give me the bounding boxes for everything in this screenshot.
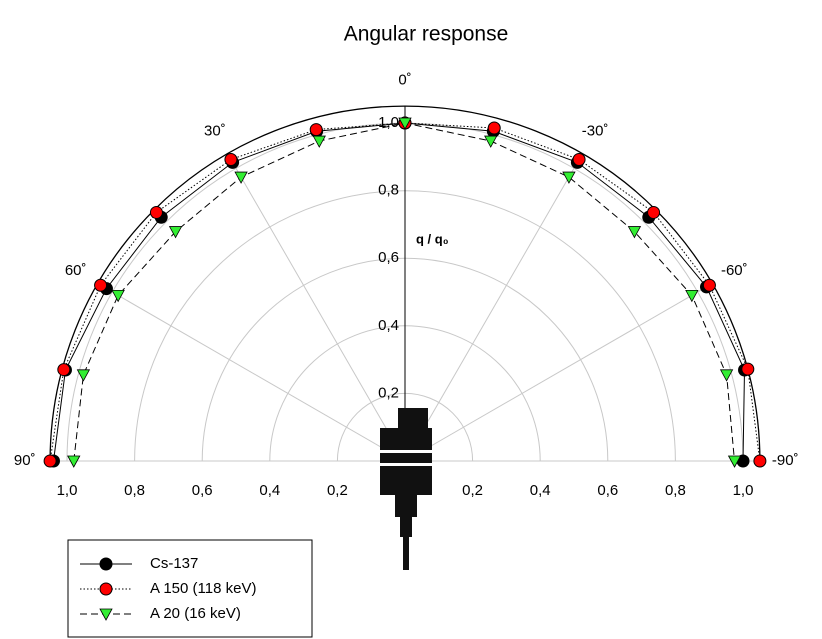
marker bbox=[313, 136, 325, 147]
angle-tick-label: 30˚ bbox=[204, 123, 226, 140]
radial-tick-label: 0,6 bbox=[378, 249, 399, 266]
legend-label: A 20 (16 keV) bbox=[150, 605, 241, 622]
marker bbox=[225, 154, 237, 166]
x-tick-label-left: 0,2 bbox=[327, 482, 348, 499]
legend-marker bbox=[100, 558, 112, 570]
marker bbox=[235, 172, 247, 183]
chart: Angular response 90˚ 60˚ 30˚ 0˚ -30˚ -60˚ -90˚… bbox=[0, 0, 822, 639]
radial-grid-line bbox=[98, 284, 405, 461]
radial-tick-label: 0,2 bbox=[378, 384, 399, 401]
marker bbox=[742, 363, 754, 375]
angle-tick-label: 90˚ bbox=[14, 452, 36, 469]
marker bbox=[648, 206, 660, 218]
legend-marker bbox=[100, 583, 112, 595]
legend-label: A 150 (118 keV) bbox=[150, 580, 256, 597]
radial-grid-line bbox=[405, 284, 712, 461]
x-tick-label-left: 0,4 bbox=[259, 482, 280, 499]
marker bbox=[44, 455, 56, 467]
marker bbox=[485, 136, 497, 147]
angle-tick-label: 0˚ bbox=[398, 72, 411, 89]
radial-tick-label: 1,0 bbox=[378, 114, 399, 131]
x-tick-label-right: 0,2 bbox=[462, 482, 483, 499]
marker bbox=[563, 172, 575, 183]
angle-tick-label: 60˚ bbox=[65, 262, 87, 279]
x-tick-label-right: 0,4 bbox=[530, 482, 551, 499]
marker bbox=[686, 290, 698, 301]
marker bbox=[77, 370, 89, 381]
radial-grid-line bbox=[228, 154, 405, 461]
marker bbox=[573, 154, 585, 166]
legend-marker bbox=[100, 609, 112, 620]
x-tick-label-left: 0,6 bbox=[192, 482, 213, 499]
x-tick-label-left: 0,8 bbox=[124, 482, 145, 499]
marker bbox=[58, 364, 70, 376]
angle-tick-label: -60˚ bbox=[721, 262, 748, 279]
marker bbox=[150, 206, 162, 218]
marker bbox=[310, 124, 322, 136]
radial-tick-label: 0,4 bbox=[378, 317, 399, 334]
marker bbox=[721, 370, 733, 381]
marker bbox=[488, 122, 500, 134]
x-tick-label-right: 0,8 bbox=[665, 482, 686, 499]
x-tick-label-right: 0,6 bbox=[597, 482, 618, 499]
x-tick-label-right: 1,0 bbox=[733, 482, 754, 499]
radial-tick-label: 0,8 bbox=[378, 182, 399, 199]
radial-axis-label: q / q₀ bbox=[416, 231, 449, 246]
angle-tick-label: -30˚ bbox=[582, 123, 609, 140]
marker bbox=[95, 279, 107, 291]
angle-tick-label: -90˚ bbox=[772, 452, 799, 469]
chart-title: Angular response bbox=[344, 23, 509, 46]
legend-label: Cs-137 bbox=[150, 555, 198, 572]
detector-icon bbox=[378, 408, 434, 570]
marker bbox=[112, 290, 124, 301]
marker bbox=[703, 279, 715, 291]
marker bbox=[754, 455, 766, 467]
x-tick-label-left: 1,0 bbox=[57, 482, 78, 499]
radial-grid-line bbox=[405, 154, 582, 461]
